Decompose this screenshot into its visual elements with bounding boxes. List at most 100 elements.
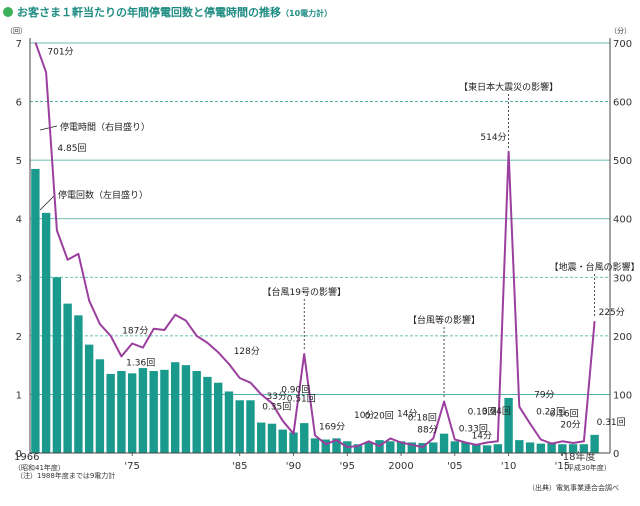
label-layer: 701分 4.85回 187分 1.36回 128分 0.90回0.51回33分0.35回… xyxy=(47,46,625,441)
data-label: 0.35回 xyxy=(262,402,291,413)
axis-layer: 0 1 2 3 4 5 6 7 0 100 200 300 400 500 600 700 '75 '85 '90 '… xyxy=(16,38,632,472)
bar xyxy=(214,382,223,453)
event-annotation: 【台風等の影響】 xyxy=(408,314,480,326)
right-axis-unit: （分） xyxy=(610,26,631,35)
bar xyxy=(224,391,234,453)
bar xyxy=(364,442,373,453)
bar xyxy=(31,168,40,453)
bar xyxy=(450,441,460,453)
data-label: 10分 xyxy=(354,410,374,421)
title-dot-icon xyxy=(3,7,13,17)
bar xyxy=(332,438,341,453)
footnote-left: （注）1988年度までは9電力計 xyxy=(16,471,115,480)
data-label: 0.20回 xyxy=(365,410,394,421)
bar xyxy=(203,376,212,453)
chart-title: お客さま１軒当たりの年間停電回数と停電時間の推移（10電力計） xyxy=(17,5,332,19)
bar xyxy=(160,369,169,453)
bar xyxy=(246,400,255,453)
data-label: 0.13回 xyxy=(468,406,497,417)
right-tick-label: 300 xyxy=(613,273,632,284)
left-tick-label: 0 xyxy=(16,449,22,460)
bar xyxy=(257,422,266,453)
left-axis-unit: （回） xyxy=(6,27,27,35)
bar xyxy=(515,440,524,453)
bar xyxy=(461,442,470,453)
bar xyxy=(63,303,72,453)
x-last-sublabel: （平成30年度） xyxy=(560,463,611,472)
data-label: 0.16回 xyxy=(550,408,579,419)
left-tick-label: 3 xyxy=(16,273,22,284)
x-tick-label: '10 xyxy=(501,461,516,472)
x-tick-label: 2000 xyxy=(388,461,413,472)
bar xyxy=(525,442,535,453)
data-label: 0.22回 xyxy=(536,406,565,417)
right-tick-label: 100 xyxy=(613,390,632,401)
bar xyxy=(558,444,567,453)
chart-title-note: （10電力計） xyxy=(281,8,332,18)
bar xyxy=(192,371,201,453)
event-annotation: 【東日本大震災の影響】 xyxy=(459,81,558,93)
data-label: 187分 xyxy=(122,325,148,336)
bar xyxy=(429,442,438,453)
left-tick-label: 7 xyxy=(16,39,22,50)
bar xyxy=(74,315,83,453)
x-first-label: 1966 xyxy=(14,452,39,463)
bar xyxy=(117,371,126,453)
left-tick-label: 4 xyxy=(16,215,22,226)
bar xyxy=(590,434,599,453)
legend-bars-leader xyxy=(39,194,56,211)
x-first-sublabel: （昭和41年度） xyxy=(14,463,65,472)
event-annotation: 【地震・台風の影響】 xyxy=(550,261,640,273)
left-tick-label: 2 xyxy=(16,332,22,343)
legend-line-leader xyxy=(39,125,58,131)
right-tick-label: 0 xyxy=(613,449,619,460)
bar xyxy=(278,429,287,453)
bar xyxy=(181,365,191,453)
right-tick-label: 200 xyxy=(613,332,632,343)
data-label: 225分 xyxy=(599,307,625,318)
x-tick-label: '05 xyxy=(447,461,462,472)
data-label: 20分 xyxy=(560,419,580,430)
line-layer xyxy=(34,42,596,449)
data-label: 0.94回 xyxy=(482,406,511,417)
bar xyxy=(138,368,148,453)
left-tick-label: 6 xyxy=(16,98,22,109)
data-label: 79分 xyxy=(534,390,554,401)
bar xyxy=(235,400,244,453)
bar xyxy=(267,423,277,453)
data-label: 0.90回 xyxy=(281,385,310,396)
grid-layer xyxy=(30,42,610,395)
x-tick-label: '95 xyxy=(340,461,355,472)
bar xyxy=(482,445,492,453)
data-label: 128分 xyxy=(234,346,260,357)
bar xyxy=(41,212,51,453)
bar xyxy=(84,344,94,453)
bar xyxy=(472,444,481,453)
bar-layer xyxy=(31,168,599,453)
bar xyxy=(407,442,416,453)
bar xyxy=(149,371,158,453)
data-label: 0.51回 xyxy=(287,394,316,405)
legend-bars-label: 停電回数（左目盛り） xyxy=(58,189,148,201)
data-label: 14分 xyxy=(397,408,417,419)
chart-title-text: お客さま１軒当たりの年間停電回数と停電時間の推移 xyxy=(17,5,281,19)
x-tick-label: '75 xyxy=(124,461,139,472)
bar xyxy=(106,373,115,453)
bar xyxy=(547,442,556,453)
bar xyxy=(95,359,105,453)
data-label: 701分 xyxy=(47,46,73,57)
x-tick-label: '85 xyxy=(232,461,247,472)
bar xyxy=(321,439,330,453)
bar xyxy=(536,443,546,453)
x-tick-label: '15 xyxy=(555,461,570,472)
bar xyxy=(386,441,395,453)
legend-line-label: 停電時間（右目盛り） xyxy=(60,121,150,133)
data-label: 33分 xyxy=(267,391,287,402)
data-label: 0.33回 xyxy=(459,423,488,434)
x-tick-label: '90 xyxy=(286,461,301,472)
series-line-outage-minutes xyxy=(34,42,596,449)
event-annotation: 【台風19号の影響】 xyxy=(263,286,346,298)
right-tick-label: 700 xyxy=(613,39,632,50)
bar xyxy=(568,444,578,453)
